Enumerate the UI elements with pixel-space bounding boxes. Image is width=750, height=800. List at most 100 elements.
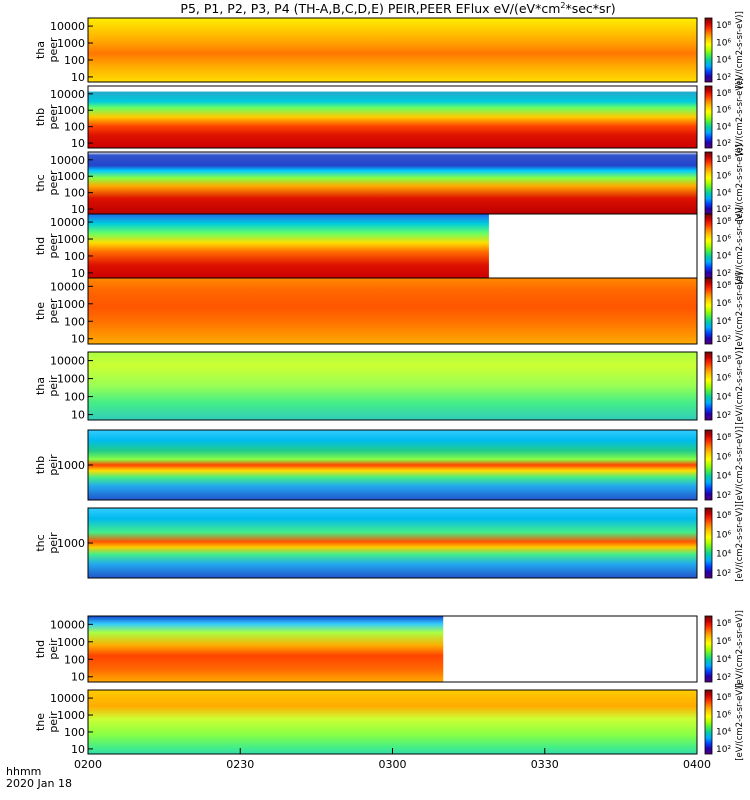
colorbar-label: [eV/(cm2-s-sr-eV)] [735,504,745,582]
spectrogram-fill [88,278,697,344]
colorbar-tick-label: 10² [716,269,731,279]
colorbar [704,351,713,421]
figure-title: P5, P1, P2, P3, P4 (TH-A,B,C,D,E) PEIR,P… [180,1,615,16]
panel-the-peir: 10000 1000 100 10 the peir 10⁸ 10⁶ 10⁴ 10² [eV/(cm… [34,683,745,761]
y-tick-label: 1000 [57,537,85,550]
title-main: P5, P1, P2, P3, P4 (TH-A,B,C,D,E) PEIR,P… [180,1,560,16]
colorbar-tick-label: 10⁸ [716,21,731,31]
x-tick-label: 0330 [531,758,559,771]
y-tick-label: 1000 [57,233,85,246]
spectrogram-fill [88,352,697,420]
y-tick-label: 100 [64,391,85,404]
colorbar-tick-label: 10⁶ [716,452,731,462]
colorbar-tick-label: 10⁶ [716,172,731,182]
colorbar-label: [eV/(cm2-s-sr-eV)] [735,610,745,688]
spectrogram-fill [88,430,697,500]
colorbar-tick-label: 10⁸ [716,217,731,227]
y-tick-label: 1000 [57,636,85,649]
colorbar-tick-label: 10⁴ [716,56,731,66]
colorbar-tick-label: 10⁴ [716,252,731,262]
panel-frame [87,351,698,421]
panel-tha-peir: 10000 1000 100 10 tha peir 10⁸ 10⁶ 10⁴ 10² [eV/(cm… [34,347,745,425]
y-axis-label-probe: thb [34,108,47,126]
y-tick-label: 10000 [50,618,85,631]
spectrogram-fill [88,690,697,754]
y-tick-label: 10 [71,671,85,684]
panel-tha-peer: 10000 1000 100 10 tha peer 10⁸ 10⁶ 10⁴ 10² [eV/(cm… [34,11,745,89]
panel-the-peer: 10000 1000 100 10 the peer 10⁸ 10⁶ 10⁴ 10² [eV/(cm… [34,272,745,350]
y-tick-label: 1000 [57,104,85,117]
y-tick-label: 10 [71,743,85,756]
y-tick-label: 10 [71,203,85,216]
spectrogram-fill [88,508,697,578]
panel-frame [87,85,698,149]
y-tick-label: 1000 [57,37,85,50]
colorbar-label: [eV/(cm2-s-sr-eV)] [735,426,745,504]
colorbar-tick-label: 10⁶ [716,637,731,647]
x-tick-label: 0200 [74,758,102,771]
panel-frame [87,277,698,345]
y-tick-label: 10000 [50,692,85,705]
y-axis-label-probe: the [34,713,47,731]
colorbar-tick-label: 10⁶ [716,530,731,540]
colorbar-label: [eV/(cm2-s-sr-eV)] [735,272,745,350]
panel-frame [87,615,698,683]
y-axis-label-probe: thb [34,456,47,474]
y-axis-label-probe: thc [34,174,47,191]
colorbar-tick-label: 10² [716,73,731,83]
y-tick-label: 10 [71,267,85,280]
y-tick-label: 10 [71,333,85,346]
y-axis-label-species: peir [47,375,60,397]
y-axis-label-species: peer [47,104,60,130]
spectrogram-fill [88,214,489,278]
colorbar-tick-label: 10⁸ [716,511,731,521]
y-axis-label-probe: thd [34,640,47,658]
y-tick-label: 10000 [50,88,85,101]
spectrogram-fill [88,86,697,148]
colorbar-tick-label: 10⁶ [716,38,731,48]
y-tick-label: 10000 [50,216,85,229]
colorbar-tick-label: 10⁸ [716,89,731,99]
colorbar [704,213,713,279]
y-axis-label-species: peer [47,37,60,63]
y-axis-label-probe: the [34,302,47,320]
y-tick-label: 100 [64,315,85,328]
colorbar [704,17,713,83]
y-tick-label: 10 [71,71,85,84]
colorbar-tick-label: 10⁸ [716,619,731,629]
y-tick-label: 1000 [57,298,85,311]
y-axis-label-species: peer [47,170,60,196]
title-superscript: 2 [560,1,565,10]
colorbar-label: [eV/(cm2-s-sr-eV)] [735,347,745,425]
colorbar-tick-label: 10² [716,491,731,501]
svg-text:P5, P1, P2, P3, P4 (TH-A,B,C,D: P5, P1, P2, P3, P4 (TH-A,B,C,D,E) PEIR,P… [180,1,615,16]
y-axis-label-species: peir [47,638,60,660]
colorbar [704,277,713,345]
panel-thb-peer: 10000 1000 100 10 thb peer 10⁸ 10⁶ 10⁴ 10² [eV/(cm… [34,78,745,156]
colorbar [704,615,713,683]
colorbar [704,85,713,149]
colorbar-tick-label: 10² [716,569,731,579]
spectrogram-fill [88,616,444,682]
colorbar-tick-label: 10⁸ [716,281,731,291]
colorbar-tick-label: 10⁴ [716,550,731,560]
y-tick-label: 100 [64,250,85,263]
y-axis-label-probe: thd [34,237,47,255]
colorbar-tick-label: 10⁸ [716,693,731,703]
y-axis-label-species: peer [47,233,60,259]
y-tick-label: 100 [64,653,85,666]
x-axis-label-date: 2020 Jan 18 [6,777,72,790]
spectrogram-fill [88,18,697,82]
colorbar [704,507,713,579]
x-tick-label: 0230 [226,758,254,771]
y-tick-label: 100 [64,187,85,200]
y-tick-label: 10000 [50,355,85,368]
colorbar-tick-label: 10⁴ [716,655,731,665]
colorbar-label: [eV/(cm2-s-sr-eV)] [735,144,745,222]
colorbar-label: [eV/(cm2-s-sr-eV)] [735,683,745,761]
colorbar-tick-label: 10² [716,139,731,149]
colorbar-tick-label: 10⁸ [716,355,731,365]
spectrogram-fill [88,152,697,214]
y-tick-label: 1000 [57,709,85,722]
